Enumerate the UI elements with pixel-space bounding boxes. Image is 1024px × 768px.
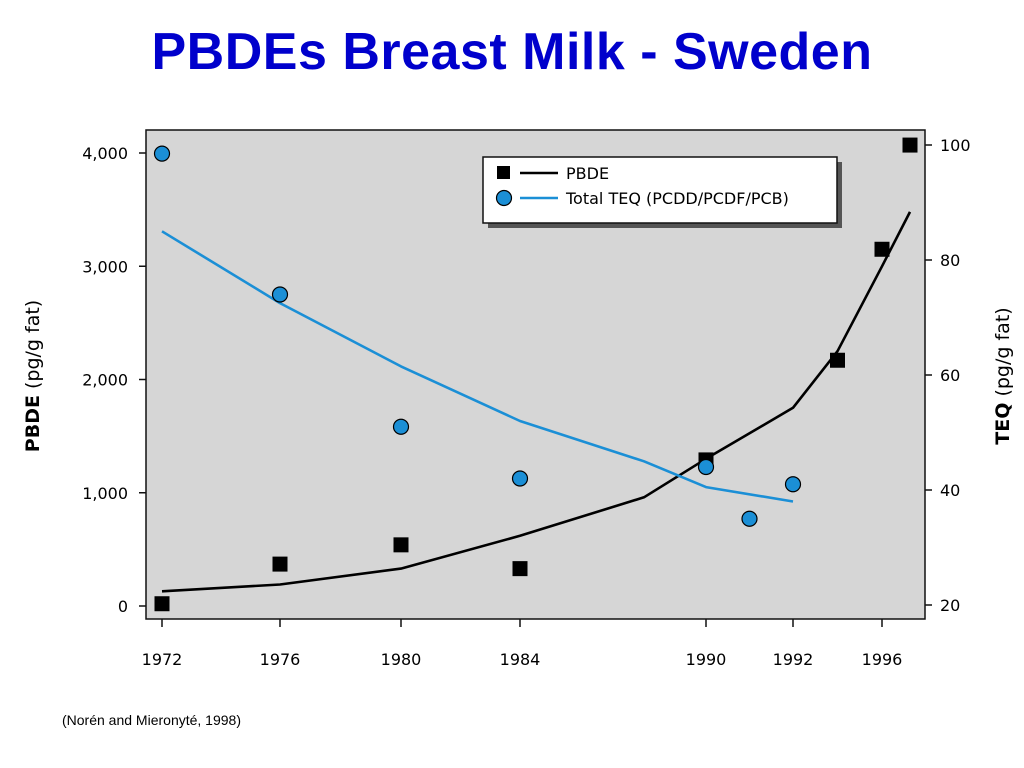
pbde-data-point	[393, 537, 409, 553]
right-axis-label-bold: TEQ	[992, 403, 1014, 445]
left-axis-label-unit: (pg/g fat)	[22, 300, 44, 395]
right-tick-label: 80	[940, 251, 960, 270]
legend-pbde-marker	[497, 166, 510, 179]
teq-data-point	[741, 510, 758, 527]
series-layer	[153, 137, 918, 612]
teq-data-point	[511, 470, 529, 487]
teq-data-point	[271, 286, 289, 303]
x-tick-label: 1996	[862, 650, 903, 669]
teq-fit-line	[161, 230, 794, 503]
x-axis: 1972 1976 1980 1984 1990 1992 1996	[142, 619, 903, 669]
teq-data-point	[392, 418, 410, 435]
teq-data-point	[784, 476, 802, 493]
legend-pbde-label: PBDE	[566, 164, 609, 183]
x-tick-label: 1976	[260, 650, 301, 669]
legend: PBDE Total TEQ (PCDD/PCDF/PCB)	[482, 156, 842, 228]
right-axis-label-unit: (pg/g fat)	[992, 307, 1014, 402]
left-tick-label: 4,000	[82, 144, 128, 163]
right-tick-label: 60	[940, 366, 960, 385]
x-tick-label: 1972	[142, 650, 183, 669]
legend-teq-label: Total TEQ (PCDD/PCDF/PCB)	[565, 189, 789, 208]
right-tick-label: 20	[940, 596, 960, 615]
legend-box	[482, 156, 838, 224]
teq-data-point	[153, 145, 171, 162]
pbde-data-point	[272, 556, 288, 572]
source-citation: (Norén and Mieronyté, 1998)	[62, 712, 241, 728]
pbde-data-point	[512, 561, 528, 577]
pbde-data-point	[154, 596, 170, 612]
pbde-fit-line	[161, 211, 912, 593]
right-axis-label: TEQ (pg/g fat)	[992, 307, 1014, 444]
x-tick-label: 1980	[381, 650, 422, 669]
left-tick-label: 1,000	[82, 484, 128, 503]
teq-data-point	[697, 458, 715, 476]
x-tick-label: 1992	[773, 650, 814, 669]
left-tick-label: 3,000	[82, 257, 128, 276]
left-axis: 0 1,000 2,000 3,000 4,000	[82, 144, 146, 616]
slide-title: PBDEs Breast Milk - Sweden	[151, 23, 873, 81]
right-axis: 20 40 60 80 100	[925, 136, 971, 615]
pbde-data-point	[830, 352, 845, 368]
left-axis-label: PBDE (pg/g fat)	[22, 300, 44, 452]
left-tick-label: 2,000	[82, 371, 128, 390]
x-tick-label: 1984	[500, 650, 541, 669]
left-tick-label: 0	[118, 597, 128, 616]
right-tick-label: 40	[940, 481, 960, 500]
legend-teq-marker	[495, 189, 513, 207]
pbde-data-point	[902, 137, 918, 153]
pbde-data-point	[874, 241, 890, 257]
x-tick-label: 1990	[686, 650, 727, 669]
right-tick-label: 100	[940, 136, 971, 155]
left-axis-label-bold: PBDE	[22, 395, 44, 452]
